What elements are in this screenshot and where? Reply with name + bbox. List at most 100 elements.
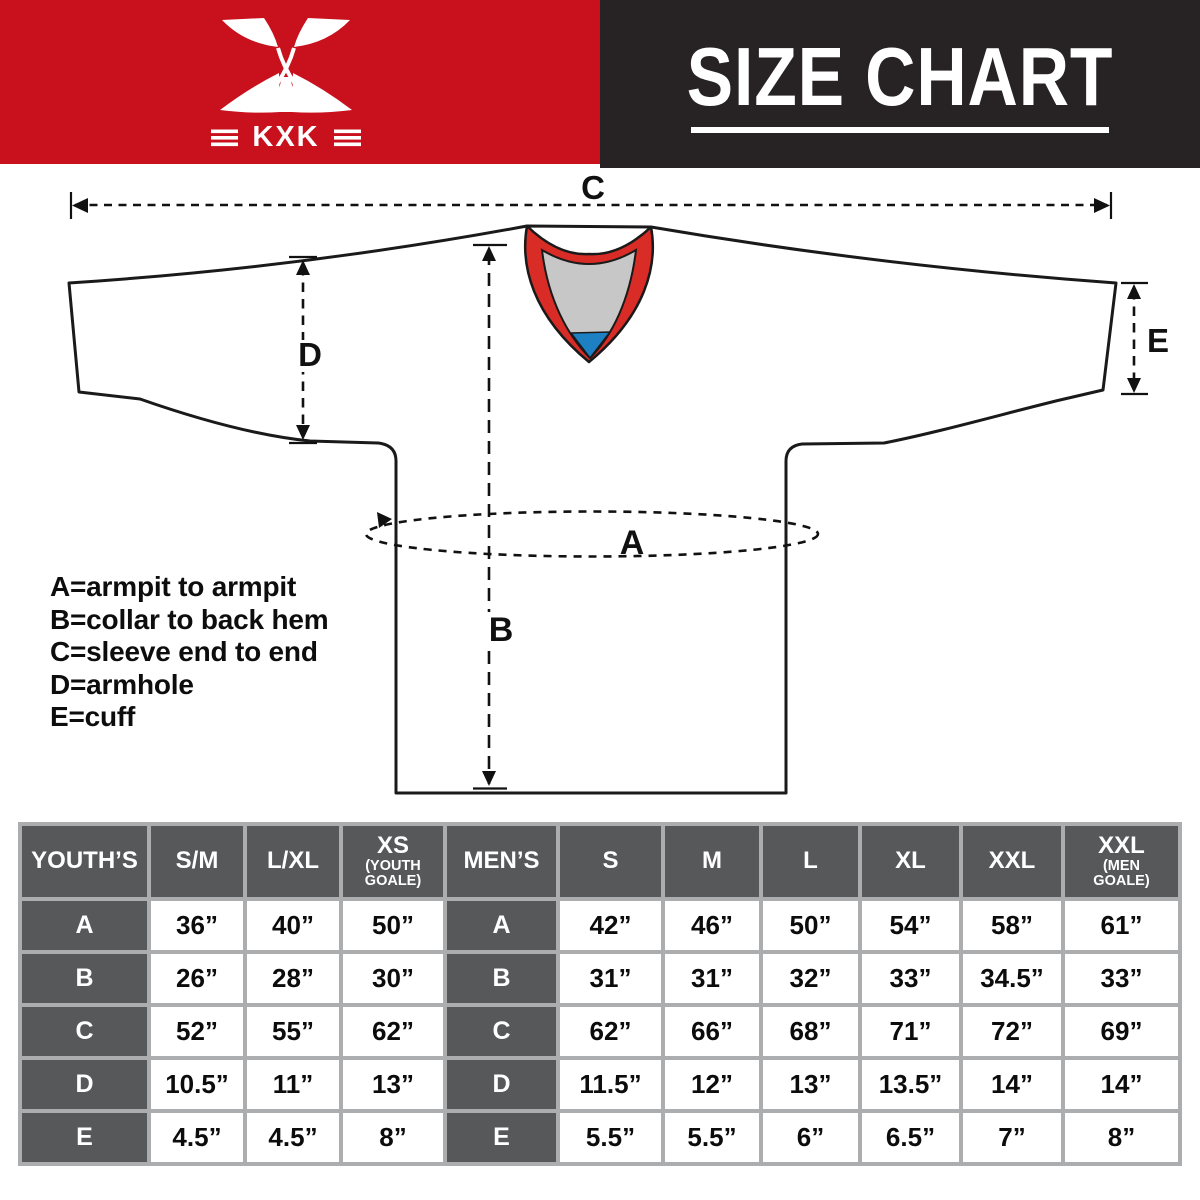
size-value: 30” [343,954,443,1003]
size-value: 13” [343,1060,443,1109]
jersey-measurement-diagram: C D B A E [67,169,1169,795]
arrowhead-c-right [1094,198,1110,213]
col-header-mens-xxl: XXL [963,826,1061,897]
size-table: YOUTH’S S/M L/XL XS (YOUTH GOALE) MEN’S … [18,822,1182,1166]
row-label: C [447,1007,556,1056]
collar-gray-inner [540,248,638,360]
size-value: 12” [665,1060,759,1109]
size-value: 72” [963,1007,1061,1056]
label-mask [483,612,519,648]
size-value: 55” [247,1007,339,1056]
dimension-a-ellipse [364,510,820,558]
size-value: 62” [343,1007,443,1056]
logo-wordmark: KXK [252,121,319,153]
size-value: 11.5” [560,1060,661,1109]
col-header-mens: MEN’S [447,826,556,897]
legend-line-a: A=armpit to armpit [50,571,297,602]
diagram-label-d: D [298,336,322,373]
kxk-logo-mark [220,18,352,113]
diagram-label-b: B [489,611,514,649]
goalie-note: (MEN [1102,857,1141,874]
col-header-mens-m: M [665,826,759,897]
row-label: A [22,901,147,950]
row-label: E [22,1113,147,1162]
size-value: 54” [862,901,959,950]
size-value: 28” [247,954,339,1003]
size-value: 8” [1065,1113,1178,1162]
size-value: 5.5” [665,1113,759,1162]
size-value: 36” [151,901,243,950]
goalie-note: GOALE) [364,872,422,889]
dimension-c-arrow [69,192,1113,219]
size-value: 5.5” [560,1113,661,1162]
size-value: 69” [1065,1007,1178,1056]
col-header-mens-goalie: XXL (MEN GOALE) [1065,826,1178,897]
dimension-b-arrow [473,243,507,790]
goalie-note: (YOUTH [365,857,421,874]
row-label: D [447,1060,556,1109]
size-value: 6.5” [862,1113,959,1162]
col-header-youths: YOUTH’S [22,826,147,897]
size-value: 58” [963,901,1061,950]
jersey-outline [67,224,1118,795]
collar-blue-insert [569,331,612,360]
col-header-mens-xl: XL [862,826,959,897]
row-label: B [22,954,147,1003]
diagram-label-e: E [1147,322,1169,359]
arrowhead-e-top [1127,284,1141,299]
size-value: 14” [963,1060,1061,1109]
brand-banner: KXK [0,0,600,164]
diagram-label-c: C [581,169,605,206]
col-header-youth-lxl: L/XL [247,826,339,897]
size-value: 68” [763,1007,858,1056]
size-value: 33” [862,954,959,1003]
page-title: SIZE CHART [686,30,1114,123]
size-value: 13” [763,1060,858,1109]
goalie-size: XS [376,832,409,860]
size-value: 46” [665,901,759,950]
goalie-size: XXL [1098,832,1145,860]
arrowhead-b-bottom [482,771,496,786]
legend-line-e: E=cuff [50,701,136,732]
size-value: 26” [151,954,243,1003]
arrowhead-d-top [296,260,310,275]
size-value: 34.5” [963,954,1061,1003]
dimension-e-arrow [1121,281,1148,396]
size-value: 62” [560,1007,661,1056]
arrowhead-e-bottom [1127,378,1141,393]
legend-line-c: C=sleeve end to end [50,636,318,667]
col-header-youth-goalie: XS (YOUTH GOALE) [343,826,443,897]
size-value: 66” [665,1007,759,1056]
size-value: 52” [151,1007,243,1056]
size-value: 4.5” [151,1113,243,1162]
arrowhead-d-bottom [296,425,310,440]
goalie-note: GOALE) [1093,872,1150,889]
arrowhead-c-left [72,198,88,213]
row-label: D [22,1060,147,1109]
size-value: 31” [560,954,661,1003]
logo-bars-left [211,129,238,147]
size-value: 11” [247,1060,339,1109]
arrowhead-b-top [482,246,496,261]
size-value: 14” [1065,1060,1178,1109]
size-value: 33” [1065,954,1178,1003]
size-value: 42” [560,901,661,950]
size-value: 50” [763,901,858,950]
size-value: 8” [343,1113,443,1162]
size-value: 4.5” [247,1113,339,1162]
label-mask [296,340,324,372]
row-label: E [447,1113,556,1162]
kxk-logo: KXK [211,18,361,153]
arrowhead-a [377,512,392,528]
col-header-youth-sm: S/M [151,826,243,897]
title-banner: SIZE CHART [600,0,1200,168]
legend-line-b: B=collar to back hem [50,603,329,635]
kxk-logo-cross [275,47,297,86]
size-value: 7” [963,1113,1061,1162]
legend-line-d: D=armhole [50,668,194,700]
size-value: 61” [1065,901,1178,950]
size-value: 71” [862,1007,959,1056]
row-label: C [22,1007,147,1056]
size-value: 50” [343,901,443,950]
diagram-label-a: A [620,524,645,562]
